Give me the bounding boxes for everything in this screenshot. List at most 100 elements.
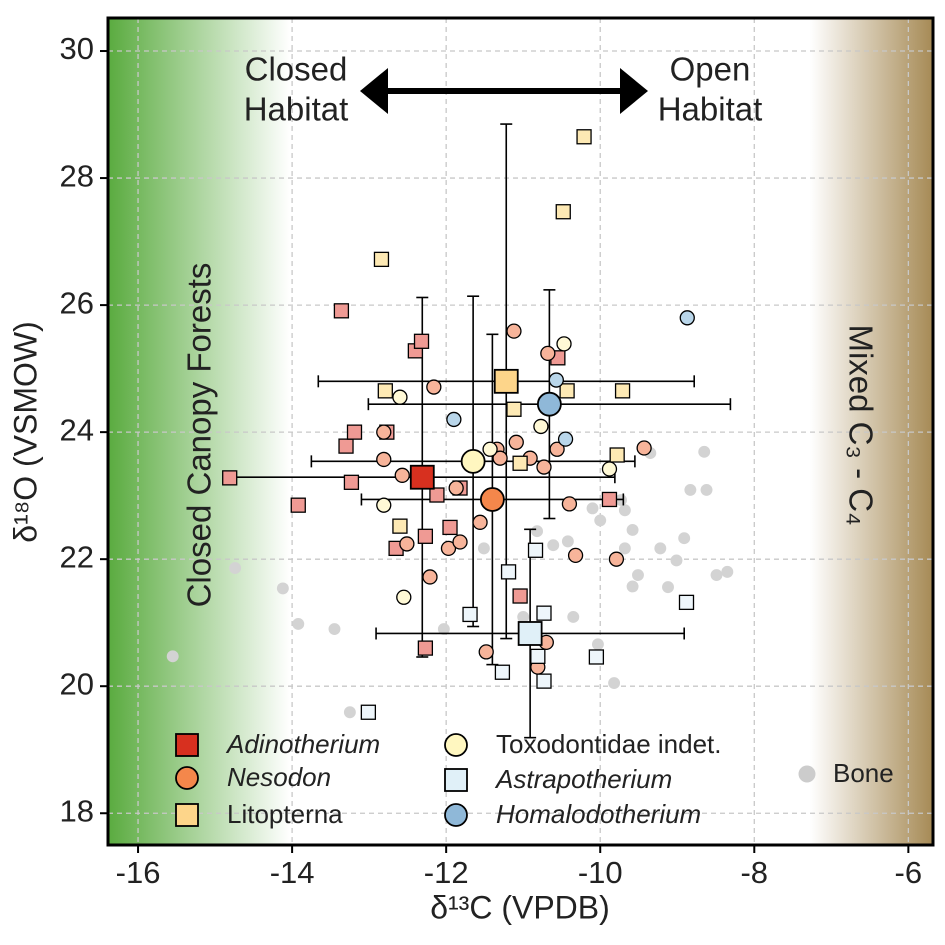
data-point	[561, 496, 578, 512]
y-tick-label: 30	[60, 31, 94, 66]
data-point	[376, 497, 392, 513]
data-point	[417, 528, 434, 544]
data-point	[229, 562, 242, 575]
data-point	[376, 451, 392, 468]
data-point	[556, 336, 572, 352]
legend-marker	[175, 733, 199, 757]
mean-point	[517, 621, 543, 646]
data-point	[452, 534, 468, 550]
data-point	[594, 514, 607, 527]
data-point	[536, 459, 552, 475]
legend-label: Bone	[833, 758, 894, 788]
data-point	[561, 535, 574, 548]
bone-layer	[166, 445, 734, 719]
mean-layer	[409, 368, 562, 646]
data-point	[531, 525, 544, 538]
annotation: Closed	[245, 51, 348, 88]
data-point	[679, 310, 695, 326]
data-point	[377, 383, 393, 399]
data-point	[448, 480, 464, 496]
data-point	[601, 491, 618, 508]
legend-label: Homalodotherium	[496, 799, 701, 829]
data-point	[678, 594, 695, 611]
data-point	[710, 569, 723, 581]
data-point	[636, 440, 652, 456]
data-point	[588, 649, 605, 665]
x-tick-label: -16	[116, 855, 161, 890]
data-point	[601, 461, 618, 477]
data-point	[591, 638, 604, 651]
annotation: Closed Canopy Forests	[181, 263, 218, 608]
data-point	[413, 333, 430, 349]
data-point	[429, 487, 445, 503]
data-point	[472, 514, 488, 530]
data-point	[618, 542, 631, 555]
data-point	[654, 542, 667, 555]
data-point	[376, 424, 392, 440]
data-point	[446, 411, 462, 428]
x-tick-label: -10	[578, 855, 623, 890]
data-point	[442, 519, 458, 536]
y-tick-label: 24	[60, 412, 94, 447]
data-point	[338, 438, 354, 454]
data-point	[500, 564, 517, 580]
mean-point	[479, 487, 505, 512]
data-point	[567, 547, 584, 564]
data-point	[548, 372, 564, 388]
data-point	[700, 483, 713, 496]
data-point	[346, 424, 363, 440]
data-point	[399, 536, 415, 552]
data-point	[662, 581, 674, 594]
legend-marker	[444, 733, 468, 757]
data-point	[394, 467, 410, 483]
data-point	[396, 589, 412, 605]
data-point	[422, 569, 438, 585]
data-point	[478, 644, 494, 660]
data-point	[482, 441, 498, 457]
x-tick-label: -12	[424, 855, 469, 890]
data-point	[540, 345, 556, 362]
point-layer	[222, 129, 695, 720]
data-point	[512, 455, 528, 471]
y-tick-label: 22	[60, 539, 94, 574]
data-point	[392, 518, 408, 534]
data-point	[549, 441, 565, 457]
data-point	[426, 379, 442, 395]
data-point	[678, 532, 691, 545]
data-point	[506, 401, 522, 417]
data-point	[536, 673, 552, 689]
legend-label: Toxodontidae indet.	[496, 729, 722, 759]
data-point	[373, 251, 390, 268]
y-axis-title: δ¹⁸O (VSMOW)	[7, 321, 43, 543]
mean-point	[493, 368, 519, 394]
data-point	[626, 580, 639, 593]
data-point	[276, 582, 289, 595]
data-point	[343, 706, 356, 719]
data-point	[632, 569, 644, 581]
data-point	[555, 204, 571, 220]
data-point	[609, 447, 625, 463]
data-point	[536, 605, 552, 621]
data-point	[626, 524, 639, 536]
x-tick-label: -14	[270, 855, 315, 890]
legend-marker	[175, 803, 199, 827]
legend-label: Nesodon	[227, 762, 331, 792]
data-point	[618, 504, 631, 517]
mean-point	[409, 464, 435, 490]
data-point	[290, 497, 306, 513]
data-point	[684, 483, 697, 496]
data-point	[670, 554, 683, 567]
data-point	[586, 502, 599, 515]
mean-point	[536, 391, 562, 417]
data-point	[494, 664, 511, 680]
data-point	[547, 539, 560, 552]
legend-marker	[175, 766, 199, 790]
data-point	[533, 418, 549, 435]
x-axis-title: δ¹³C (VPDB)	[430, 889, 610, 925]
data-point	[392, 389, 408, 405]
data-point	[576, 129, 592, 145]
data-point	[721, 565, 734, 578]
x-tick-label: -6	[895, 855, 923, 890]
legend-label: Astrapotherium	[494, 764, 672, 794]
